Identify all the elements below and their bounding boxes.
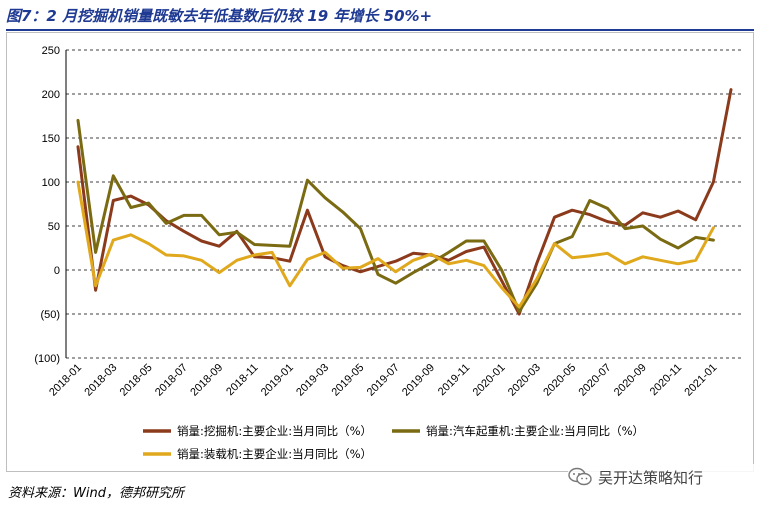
series-line-3 bbox=[76, 180, 715, 309]
x-tick-label: 2018-11 bbox=[224, 362, 260, 398]
x-tick-label: 2019-11 bbox=[436, 362, 472, 398]
x-tick-label: 2020-07 bbox=[577, 362, 614, 399]
y-tick-label: 250 bbox=[42, 45, 60, 57]
chart-frame: (100) (50) 0 50 100 150 200 250 2018-01 2018-03 20… bbox=[6, 32, 754, 472]
x-tick-label: 2019-03 bbox=[294, 362, 331, 399]
watermark-text: 吴开达策略知行 bbox=[598, 468, 704, 487]
x-tick-label: 2018-03 bbox=[82, 362, 119, 399]
series-line-1 bbox=[76, 88, 733, 316]
watermark: 吴开达策略知行 bbox=[568, 464, 754, 490]
figure-title: 图7：2 月挖掘机销量既敏去年低基数后仍较 19 年增长 50%+ bbox=[6, 7, 433, 25]
x-tick-label: 2021-01 bbox=[682, 362, 719, 399]
x-tick-label: 2020-09 bbox=[612, 362, 649, 399]
x-tick-label: 2018-05 bbox=[118, 362, 155, 399]
y-tick-label: 50 bbox=[48, 221, 60, 233]
y-tick-label: 200 bbox=[42, 89, 60, 101]
x-tick-label: 2018-07 bbox=[153, 362, 190, 399]
y-tick-label: 150 bbox=[42, 133, 60, 145]
legend-label: 销量:挖掘机:主要企业:当月同比（%） bbox=[177, 424, 372, 438]
x-tick-label: 2019-07 bbox=[365, 362, 402, 399]
y-tick-label: 100 bbox=[42, 177, 60, 189]
wechat-icon bbox=[568, 467, 592, 486]
x-tick-label: 2019-01 bbox=[259, 362, 296, 399]
x-tick-label: 2018-09 bbox=[188, 362, 225, 399]
x-tick-label: 2019-09 bbox=[400, 362, 437, 399]
x-tick-label: 2020-03 bbox=[506, 362, 543, 399]
line-chart: (100)(50)0501001502002502018-012018-0320… bbox=[34, 45, 743, 461]
title-rule bbox=[6, 29, 754, 31]
source-note: 资料来源：Wind，德邦研究所 bbox=[8, 486, 184, 501]
series-line-2 bbox=[76, 118, 715, 313]
legend-label: 销量:装载机:主要企业:当月同比（%） bbox=[177, 447, 372, 461]
x-tick-label: 2019-05 bbox=[329, 362, 366, 399]
x-tick-label: 2020-05 bbox=[541, 362, 578, 399]
legend-label: 销量:汽车起重机:主要企业:当月同比（%） bbox=[426, 424, 644, 438]
x-tick-label: 2018-01 bbox=[47, 362, 84, 399]
y-tick-label: (100) bbox=[34, 353, 60, 365]
y-tick-label: (50) bbox=[40, 309, 60, 321]
x-tick-label: 2020-11 bbox=[648, 362, 684, 398]
y-tick-label: 0 bbox=[54, 265, 60, 277]
x-tick-label: 2020-01 bbox=[471, 362, 508, 399]
